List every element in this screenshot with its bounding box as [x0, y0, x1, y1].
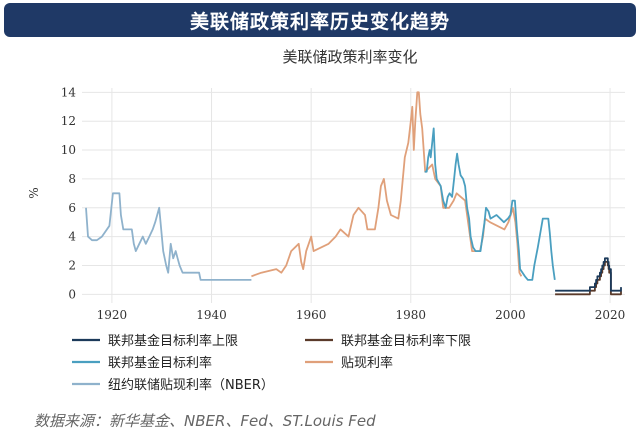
plot-lines: [85, 91, 622, 296]
axis-ticks: 1920 1940 1960 1980 2000 2020 0 2 4 6 8 10 12 14: [61, 85, 626, 322]
rate-chart: 美联储政策利率变化 1920 1940 1960 1980 2000 2020024681…: [27, 48, 626, 393]
y-tick-label: 8: [68, 172, 76, 186]
x-tick-label: 2020: [595, 308, 626, 322]
legend-label: 纽约联储贴现利率（NBER）: [108, 377, 274, 393]
y-tick-label: 14: [61, 85, 77, 99]
y-tick-label: 12: [61, 114, 76, 128]
x-tick-label: 1960: [296, 308, 327, 322]
x-tick-label: 1980: [396, 308, 427, 322]
chart-grid: [82, 88, 625, 303]
series-line-0: [555, 257, 622, 292]
x-tick-label: 1920: [97, 308, 128, 322]
legend-label: 联邦基金目标利率上限: [108, 333, 238, 349]
series-line-4: [85, 192, 252, 281]
y-axis-label: %: [27, 187, 41, 198]
data-source-note: 数据来源：新华基金、NBER、Fed、ST.Louis Fed: [34, 412, 376, 430]
chart-title: 美联储政策利率变化: [282, 48, 417, 66]
series-line-2: [424, 127, 556, 281]
legend-label: 联邦基金目标利率下限: [341, 333, 471, 349]
y-tick-label: 0: [68, 287, 76, 301]
legend-label: 贴现利率: [341, 355, 393, 371]
y-tick-label: 6: [68, 201, 76, 215]
x-tick-label: 2000: [495, 308, 526, 322]
y-tick-label: 2: [68, 258, 76, 272]
y-tick-label: 4: [68, 230, 76, 244]
x-tick-label: 1940: [196, 308, 227, 322]
legend-label: 联邦基金目标利率: [108, 355, 212, 371]
y-tick-label: 10: [61, 143, 76, 157]
banner-title: 美联储政策利率历史变化趋势: [4, 3, 636, 37]
